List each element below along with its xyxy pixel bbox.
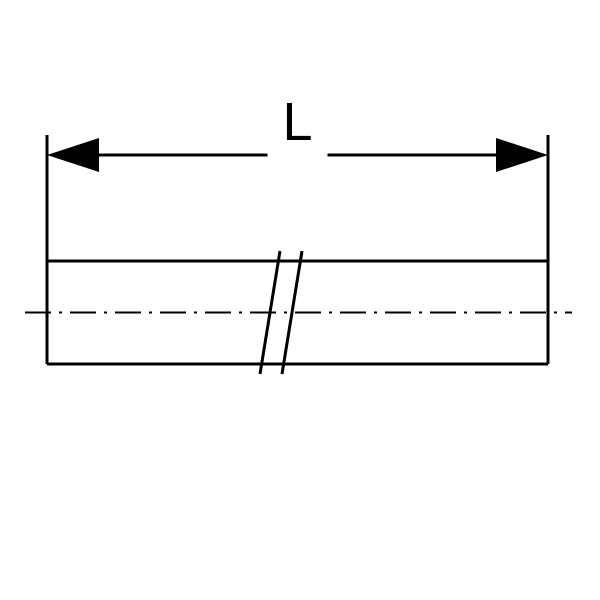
dimension-label: L	[282, 92, 312, 152]
dimension-arrow-right	[496, 138, 548, 172]
technical-drawing: L	[0, 0, 600, 600]
dimension-arrow-left	[47, 138, 99, 172]
